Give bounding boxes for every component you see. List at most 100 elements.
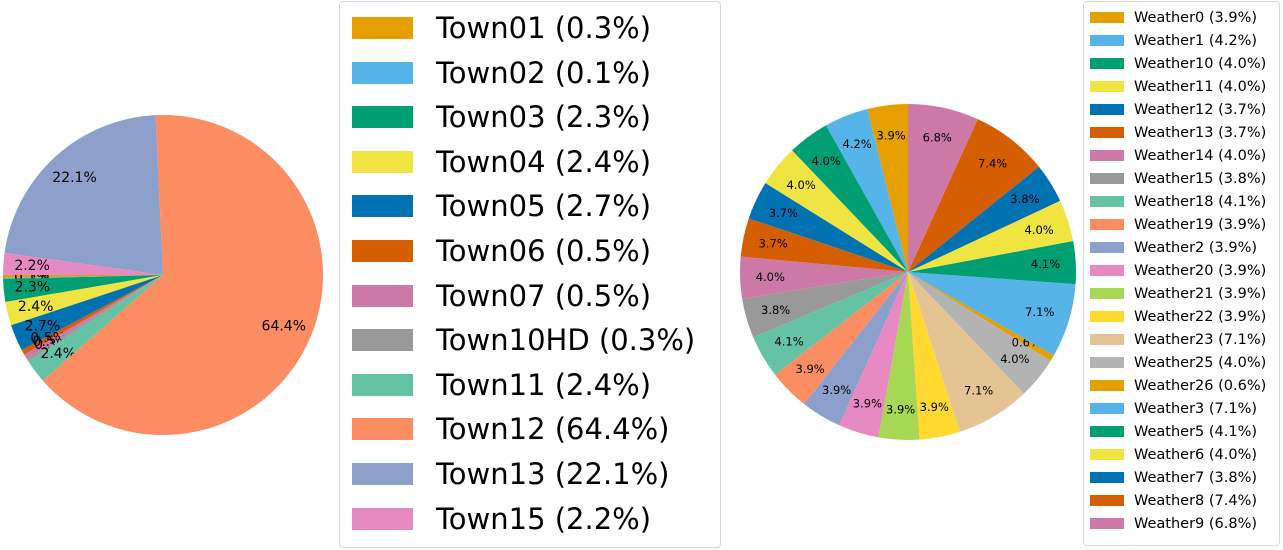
legend-label: Weather8 (7.4%) bbox=[1134, 493, 1258, 509]
pie-label-weather15: 3.8% bbox=[761, 303, 790, 317]
legend-swatch bbox=[352, 418, 413, 441]
legend-label: Town05 (2.7%) bbox=[436, 189, 652, 224]
pie-slice-weather26 bbox=[908, 272, 1054, 361]
legend-label: Town12 (64.4%) bbox=[436, 412, 670, 447]
legend-swatch bbox=[1090, 380, 1124, 391]
pie-slice-weather25 bbox=[908, 272, 1051, 394]
pie-slice-weather12 bbox=[748, 183, 908, 272]
pie-slice-town01 bbox=[3, 275, 163, 279]
legend-label: Weather22 (3.9%) bbox=[1134, 309, 1267, 325]
legend-swatch bbox=[1090, 472, 1124, 483]
legend-label: Town06 (0.5%) bbox=[436, 234, 652, 268]
pie-slice-town03 bbox=[3, 275, 163, 302]
legend-label: Town11 (2.4%) bbox=[436, 367, 652, 402]
weather-legend: Weather0 (3.9%) Weather1 (4.2%) Weather10 … bbox=[1083, 1, 1280, 546]
legend-label: Weather10 (4.0%) bbox=[1134, 56, 1267, 72]
legend-label: Town10HD (0.3%) bbox=[436, 323, 696, 358]
pie-slice-weather8 bbox=[908, 119, 1039, 272]
legend-swatch bbox=[352, 150, 413, 173]
pie-label-weather14: 4.0% bbox=[756, 270, 785, 284]
pie-slice-town11 bbox=[28, 275, 163, 381]
pie-label-weather9: 6.8% bbox=[923, 130, 952, 144]
legend-swatch bbox=[1090, 242, 1124, 253]
pie-slice-weather1 bbox=[825, 109, 908, 272]
pie-label-weather23: 7.1% bbox=[964, 383, 993, 397]
pie-label-weather22: 3.9% bbox=[920, 400, 949, 414]
pie-slice-weather7 bbox=[908, 166, 1061, 272]
pie-slice-town05 bbox=[11, 275, 163, 351]
legend-swatch bbox=[1090, 81, 1124, 92]
legend-label: Weather23 (7.1%) bbox=[1134, 332, 1267, 348]
pie-label-weather2: 3.9% bbox=[822, 383, 851, 397]
pie-label-town11: 2.4% bbox=[40, 346, 76, 362]
pie-slice-weather13 bbox=[740, 218, 908, 272]
pie-slice-weather6 bbox=[908, 200, 1074, 272]
legend-swatch bbox=[1090, 196, 1124, 207]
legend-label: Weather3 (7.1%) bbox=[1134, 401, 1258, 417]
legend-label: Weather14 (4.0%) bbox=[1134, 148, 1267, 164]
legend-swatch bbox=[352, 463, 413, 485]
legend-label: Weather20 (3.9%) bbox=[1134, 263, 1267, 279]
legend-label: Town13 (22.1%) bbox=[436, 457, 670, 491]
pie-label-weather20: 3.9% bbox=[853, 397, 882, 411]
pie-label-weather11: 4.0% bbox=[787, 178, 816, 192]
pie-slice-town02 bbox=[3, 275, 164, 280]
pie-slice-weather9 bbox=[908, 104, 978, 272]
pie-label-weather8: 7.4% bbox=[978, 156, 1007, 170]
legend-swatch bbox=[352, 61, 413, 84]
legend-label: Weather11 (4.0%) bbox=[1134, 79, 1267, 95]
legend-label: Town02 (0.1%) bbox=[436, 55, 652, 90]
legend-swatch bbox=[1090, 449, 1124, 460]
legend-swatch bbox=[1090, 334, 1124, 345]
pie-slice-town04 bbox=[5, 275, 164, 326]
legend-label: Weather2 (3.9%) bbox=[1134, 240, 1258, 256]
legend-label: Weather26 (0.6%) bbox=[1134, 378, 1267, 394]
legend-swatch bbox=[1090, 58, 1124, 69]
pie-label-weather21: 3.9% bbox=[886, 403, 915, 417]
legend-swatch bbox=[1090, 426, 1124, 437]
pie-slice-weather19 bbox=[775, 272, 908, 404]
pie-label-weather25: 4.0% bbox=[1000, 352, 1029, 366]
town-legend: Town01 (0.3%) Town02 (0.1%) Town03 (2.3%) T… bbox=[339, 1, 721, 548]
legend-label: Town03 (2.3%) bbox=[436, 100, 652, 135]
pie-label-weather3: 7.1% bbox=[1025, 305, 1054, 319]
pie-label-weather7: 3.8% bbox=[1010, 192, 1039, 206]
legend-swatch bbox=[1090, 495, 1124, 506]
pie-label-weather12: 3.7% bbox=[769, 206, 798, 220]
pie-slice-town07 bbox=[24, 275, 163, 359]
legend-swatch bbox=[1090, 311, 1124, 322]
legend-label: Weather12 (3.7%) bbox=[1134, 102, 1267, 118]
pie-label-town05: 2.7% bbox=[25, 319, 61, 335]
pie-slice-weather11 bbox=[765, 150, 908, 272]
pie-slice-town06 bbox=[21, 275, 164, 355]
legend-swatch bbox=[1090, 265, 1124, 276]
legend-label: Weather13 (3.7%) bbox=[1134, 125, 1267, 141]
legend-label: Weather6 (4.0%) bbox=[1134, 447, 1258, 463]
legend-swatch bbox=[1090, 173, 1124, 184]
pie-slice-weather5 bbox=[908, 240, 1076, 285]
legend-label: Town04 (2.4%) bbox=[436, 144, 652, 179]
pie-label-weather19: 3.9% bbox=[796, 362, 825, 376]
pie-label-town04: 2.4% bbox=[18, 299, 54, 315]
pie-label-weather5: 4.1% bbox=[1031, 257, 1060, 271]
legend-swatch bbox=[352, 373, 413, 396]
legend-swatch bbox=[1090, 288, 1124, 299]
legend-label: Town07 (0.5%) bbox=[436, 278, 652, 313]
pie-label-town03: 2.3% bbox=[15, 280, 51, 296]
pie-slice-town10hd bbox=[26, 275, 163, 362]
pie-label-weather6: 4.0% bbox=[1025, 223, 1054, 237]
pie-slice-weather0 bbox=[867, 104, 908, 272]
legend-swatch bbox=[1090, 219, 1124, 230]
legend-label: Weather7 (3.8%) bbox=[1134, 470, 1258, 486]
pie-label-weather13: 3.7% bbox=[759, 237, 788, 251]
pie-slice-weather18 bbox=[753, 272, 908, 375]
pie-slice-weather10 bbox=[792, 125, 908, 272]
legend-label: Town15 (2.2%) bbox=[436, 501, 652, 536]
pie-label-weather18: 4.1% bbox=[774, 335, 803, 349]
legend-swatch bbox=[1090, 357, 1124, 368]
pie-label-weather1: 4.2% bbox=[843, 137, 872, 151]
legend-swatch bbox=[352, 195, 413, 218]
pie-slice-weather20 bbox=[839, 272, 908, 438]
legend-label: Weather0 (3.9%) bbox=[1134, 10, 1258, 26]
